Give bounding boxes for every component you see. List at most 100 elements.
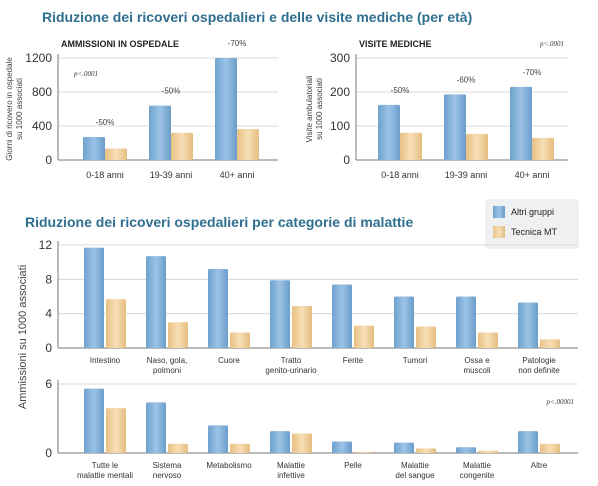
bar-tecnica bbox=[354, 451, 374, 453]
bar-altri bbox=[518, 431, 538, 453]
legend-box bbox=[485, 199, 579, 249]
x-tick-label: polmoni bbox=[153, 366, 181, 375]
x-tick-label: 0-18 anni bbox=[381, 170, 419, 180]
bar-tecnica bbox=[532, 137, 554, 160]
x-tick-label: Altre bbox=[531, 461, 548, 470]
x-tick-label: congenite bbox=[460, 471, 495, 480]
bar-tecnica bbox=[168, 322, 188, 348]
y-tick-label: 12 bbox=[39, 238, 53, 252]
x-tick-label: Patologie bbox=[522, 356, 556, 365]
bar-tecnica bbox=[478, 450, 498, 453]
annotation-label: -50% bbox=[391, 86, 410, 95]
bar-altri bbox=[146, 256, 166, 348]
x-tick-label: Intestino bbox=[90, 356, 121, 365]
bar-tecnica bbox=[416, 448, 436, 453]
bar-altri bbox=[394, 442, 414, 453]
x-tick-label: muscoli bbox=[463, 366, 490, 375]
bar-altri bbox=[215, 58, 237, 160]
y-tick-label: 800 bbox=[32, 85, 52, 99]
y-tick-label: 0 bbox=[45, 341, 52, 355]
bar-tecnica bbox=[416, 326, 436, 348]
x-tick-label: Tumori bbox=[403, 356, 428, 365]
y-axis-label: su 1000 associati bbox=[15, 78, 24, 140]
legend-swatch-altri bbox=[493, 206, 505, 218]
bottom-title: Riduzione dei ricoveri ospedalieri per c… bbox=[25, 214, 413, 230]
bar-altri bbox=[332, 284, 352, 348]
y-tick-label: 0 bbox=[45, 153, 52, 167]
x-tick-label: 40+ anni bbox=[515, 170, 550, 180]
p-value-label: p<.0001 bbox=[539, 40, 564, 48]
y-tick-label: 300 bbox=[330, 51, 350, 65]
y-tick-label: 1200 bbox=[25, 51, 52, 65]
bar-altri bbox=[208, 425, 228, 453]
y-axis-label: Visite ambulatoriali bbox=[305, 75, 314, 142]
bar-altri bbox=[444, 94, 466, 160]
p-value-label: p<.00001 bbox=[546, 398, 574, 406]
x-tick-label: Tutte le bbox=[92, 461, 119, 470]
x-tick-label: nervoso bbox=[153, 471, 182, 480]
bar-tecnica bbox=[540, 443, 560, 453]
y-axis-label: Giorni di ricovero in ospedale bbox=[5, 57, 14, 161]
top-title: Riduzione dei ricoveri ospedalieri e del… bbox=[42, 9, 472, 25]
bar-tecnica bbox=[230, 443, 250, 453]
x-tick-label: Naso, gola, bbox=[147, 356, 187, 365]
bar-tecnica bbox=[354, 325, 374, 348]
y-tick-label: 0 bbox=[343, 153, 350, 167]
x-tick-label: Malattie bbox=[401, 461, 430, 470]
x-tick-label: Sistema bbox=[153, 461, 182, 470]
legend: Altri gruppi Tecnica MT bbox=[485, 199, 579, 249]
bar-altri bbox=[270, 280, 290, 348]
bar-tecnica bbox=[106, 299, 126, 348]
y-tick-label: 0 bbox=[45, 446, 52, 460]
bar-tecnica bbox=[105, 148, 127, 160]
y-tick-label: 4 bbox=[45, 307, 52, 321]
bar-tecnica bbox=[400, 132, 422, 160]
bar-tecnica bbox=[106, 408, 126, 453]
x-tick-label: 0-18 anni bbox=[86, 170, 124, 180]
x-tick-label: Pelle bbox=[344, 461, 362, 470]
bar-altri bbox=[270, 431, 290, 453]
p-value-label: p<.0001 bbox=[73, 70, 98, 78]
bar-altri bbox=[83, 137, 105, 160]
bar-tecnica bbox=[540, 339, 560, 348]
bar-tecnica bbox=[230, 332, 250, 348]
y-tick-label: 100 bbox=[330, 119, 350, 133]
bar-altri bbox=[394, 296, 414, 348]
annotation-label: -70% bbox=[523, 68, 542, 77]
y-tick-label: 400 bbox=[32, 119, 52, 133]
y-tick-label: 200 bbox=[330, 85, 350, 99]
x-tick-label: 40+ anni bbox=[220, 170, 255, 180]
bar-altri bbox=[456, 296, 476, 348]
bar-tecnica bbox=[466, 133, 488, 160]
bar-tecnica bbox=[292, 433, 312, 453]
y-axis-label: Ammissioni su 1000 associati bbox=[17, 265, 29, 409]
x-tick-label: del sangue bbox=[395, 471, 435, 480]
bar-tecnica bbox=[171, 132, 193, 160]
bar-altri bbox=[456, 447, 476, 453]
annotation-label: -50% bbox=[162, 87, 181, 96]
bar-tecnica bbox=[292, 305, 312, 348]
annotation-label: -60% bbox=[457, 75, 476, 84]
x-tick-label: Cuore bbox=[218, 356, 240, 365]
panel-title: VISITE MEDICHE bbox=[359, 39, 432, 49]
bar-altri bbox=[146, 402, 166, 453]
legend-label-tecnica: Tecnica MT bbox=[511, 227, 558, 237]
annotation-label: -70% bbox=[228, 39, 247, 48]
legend-swatch-tecnica bbox=[493, 226, 505, 238]
x-tick-label: Malattie bbox=[463, 461, 492, 470]
legend-label-altri: Altri gruppi bbox=[511, 207, 554, 217]
x-tick-label: 19-39 anni bbox=[150, 170, 193, 180]
annotation-label: -50% bbox=[96, 118, 115, 127]
panel-title: AMMISSIONI IN OSPEDALE bbox=[61, 39, 179, 49]
x-tick-label: malattie mentali bbox=[77, 471, 133, 480]
bar-tecnica bbox=[478, 332, 498, 348]
x-tick-label: Ossa e bbox=[464, 356, 490, 365]
x-tick-label: infettive bbox=[277, 471, 305, 480]
bar-altri bbox=[208, 269, 228, 348]
y-tick-label: 6 bbox=[45, 377, 52, 391]
bar-altri bbox=[84, 247, 104, 348]
bar-altri bbox=[510, 86, 532, 160]
bar-altri bbox=[378, 104, 400, 160]
